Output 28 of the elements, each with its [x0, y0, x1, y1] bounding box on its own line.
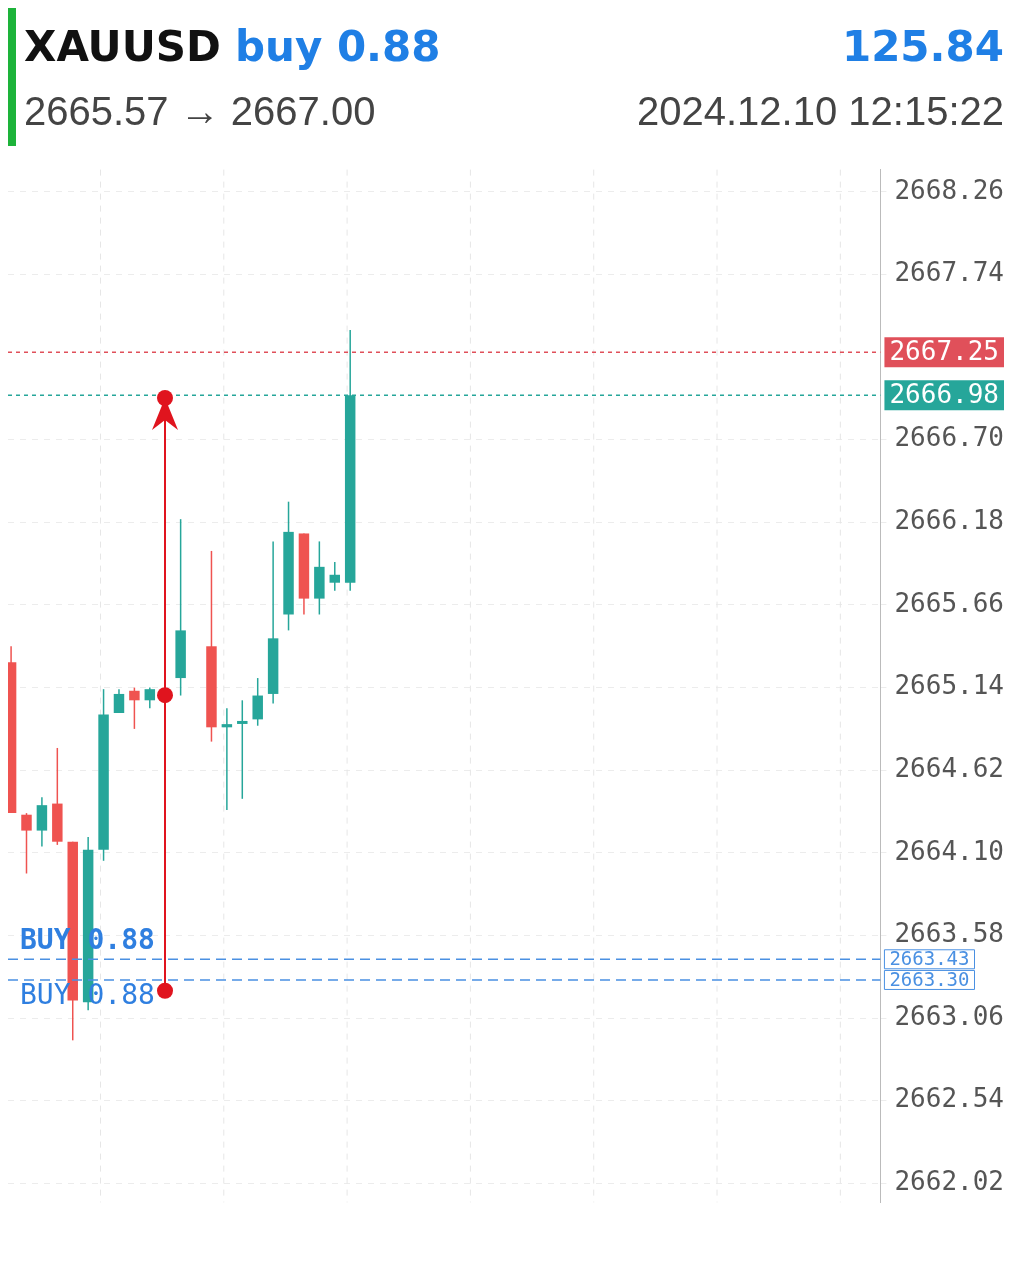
candlestick [329, 561, 341, 592]
ref-line-label: 2666.98 [889, 378, 999, 409]
ref-line-label: 2663.30 [889, 967, 970, 990]
candlestick [221, 707, 233, 811]
y-tick-label: 2665.66 [894, 587, 1004, 618]
ref-line-label: 2667.25 [889, 336, 999, 367]
candlestick [237, 699, 248, 800]
y-tick-label: 2666.18 [894, 505, 1004, 536]
candlestick [129, 686, 140, 730]
candlestick [21, 812, 32, 875]
chart-title: XAUUSD [24, 22, 221, 71]
y-tick-label: 2663.58 [894, 918, 1004, 949]
y-tick-label: 2664.62 [894, 752, 1004, 783]
y-tick-label: 2664.10 [894, 835, 1004, 866]
y-tick-label: 2665.14 [894, 670, 1004, 701]
candlestick [252, 677, 263, 727]
y-tick-label: 2662.02 [894, 1166, 1004, 1197]
text: 2024.12.10 12:15:22 [636, 89, 1004, 134]
y-tick-label: 2662.54 [894, 1083, 1004, 1114]
y-tick-label: 2666.70 [894, 422, 1004, 453]
chart-subtitle: buy 0.88 [234, 22, 441, 71]
text: 125.84 [841, 22, 1004, 71]
text: 2665.57 → 2667.00 [24, 89, 376, 134]
y-tick-label: 2663.06 [894, 1000, 1004, 1031]
y-tick-label: 2667.74 [894, 257, 1004, 288]
y-tick-label: 2668.26 [894, 174, 1004, 205]
ref-line-label: 2663.43 [889, 947, 970, 970]
candlestick [144, 686, 156, 709]
